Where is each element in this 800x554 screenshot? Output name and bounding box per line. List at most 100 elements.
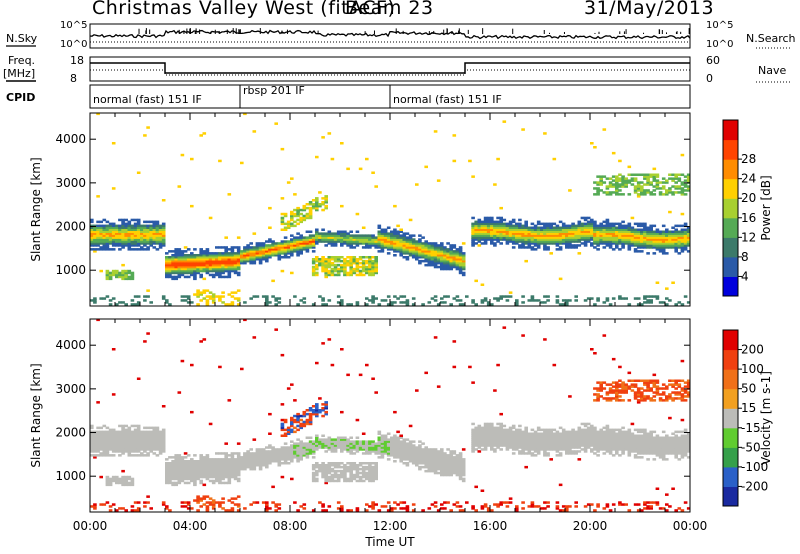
heatmap-cell — [102, 438, 107, 441]
heatmap-cell — [277, 507, 282, 510]
heatmap-cell — [108, 483, 113, 487]
heatmap-cell — [149, 440, 153, 443]
heatmap-cell — [330, 256, 335, 259]
heatmap-cell — [315, 438, 319, 441]
heatmap-cell — [458, 458, 463, 461]
heatmap-cell — [402, 234, 407, 237]
heatmap-cell — [443, 295, 447, 298]
heatmap-cell — [418, 238, 422, 241]
heatmap-cell — [386, 442, 391, 445]
heatmap-cell — [271, 460, 275, 463]
heatmap-cell — [199, 462, 203, 465]
heatmap-cell — [502, 120, 507, 123]
heatmap-cell — [655, 281, 660, 284]
heatmap-cell — [302, 240, 307, 243]
heatmap-cell — [302, 424, 307, 428]
heatmap-cell — [596, 224, 600, 228]
heatmap-cell — [233, 458, 238, 461]
heatmap-cell — [558, 234, 563, 237]
heatmap-cell — [611, 179, 616, 182]
heatmap-cell — [615, 236, 619, 239]
heatmap-cell — [321, 234, 325, 237]
heatmap-cell — [149, 436, 153, 439]
heatmap-cell — [268, 507, 272, 510]
heatmap-cell — [474, 430, 478, 434]
heatmap-cell — [605, 218, 610, 222]
heatmap-cell — [177, 479, 182, 483]
heatmap-cell — [474, 485, 478, 489]
heatmap-cell — [371, 269, 375, 273]
heatmap-cell — [130, 230, 135, 233]
heatmap-cell — [499, 228, 503, 231]
heatmap-cell — [377, 438, 382, 441]
heatmap-cell — [424, 256, 428, 259]
heatmap-cell — [315, 469, 319, 473]
heatmap-cell — [474, 432, 478, 435]
heatmap-cell — [224, 460, 228, 463]
heatmap-cell — [233, 477, 238, 481]
heatmap-cell — [596, 189, 600, 192]
heatmap-cell — [99, 438, 103, 441]
heatmap-cell — [227, 303, 232, 306]
heatmap-cell — [352, 452, 357, 455]
heatmap-cell — [374, 269, 378, 273]
heatmap-cell — [155, 432, 160, 435]
heatmap-cell — [483, 434, 488, 437]
heatmap-cell — [486, 236, 491, 239]
heatmap-cell — [436, 252, 441, 255]
heatmap-cell — [340, 462, 344, 465]
heatmap-cell — [140, 228, 144, 231]
heatmap-cell — [168, 271, 172, 275]
heatmap-cell — [643, 177, 647, 180]
heatmap-cell — [90, 236, 94, 239]
heatmap-cell — [683, 238, 688, 241]
heatmap-cell — [165, 481, 169, 485]
heatmap-cell — [349, 452, 353, 455]
heatmap-cell — [221, 471, 225, 475]
heatmap-cell — [443, 259, 447, 263]
heatmap-cell — [218, 467, 222, 471]
heatmap-cell — [93, 505, 97, 508]
heatmap-cell — [158, 450, 163, 453]
heatmap-cell — [421, 242, 425, 245]
heatmap-cell — [518, 232, 522, 235]
heatmap-cell — [105, 230, 110, 233]
heatmap-cell — [93, 244, 97, 247]
heatmap-cell — [496, 230, 500, 233]
heatmap-cell — [236, 254, 241, 257]
heatmap-cell — [380, 444, 385, 447]
heatmap-cell — [290, 254, 294, 257]
heatmap-cell — [199, 473, 203, 477]
heatmap-cell — [118, 434, 122, 437]
heatmap-cell — [265, 244, 269, 247]
heatmap-cell — [568, 236, 572, 239]
heatmap-cell — [593, 236, 597, 239]
heatmap-cell — [183, 254, 188, 257]
heatmap-cell — [493, 430, 497, 434]
heatmap-cell — [296, 438, 300, 441]
heatmap-cell — [477, 434, 482, 437]
heatmap-cell — [177, 460, 182, 463]
heatmap-cell — [299, 452, 303, 455]
heatmap-cell — [265, 295, 269, 298]
heatmap-cell — [449, 460, 453, 463]
heatmap-cell — [518, 434, 522, 437]
heatmap-cell — [493, 242, 497, 245]
heatmap-cell — [168, 263, 172, 267]
heatmap-cell — [196, 293, 200, 296]
heatmap-cell — [152, 440, 157, 443]
heatmap-cell — [118, 440, 122, 443]
heatmap-cell — [477, 440, 482, 443]
heatmap-cell — [596, 248, 600, 251]
heatmap-cell — [474, 230, 478, 233]
heatmap-cell — [383, 450, 388, 453]
heatmap-cell — [136, 448, 141, 451]
heatmap-cell — [524, 224, 528, 228]
heatmap-cell — [93, 248, 97, 251]
heatmap-cell — [490, 240, 494, 243]
heatmap-cell — [155, 224, 160, 228]
heatmap-cell — [302, 206, 307, 210]
heatmap-cell — [361, 475, 366, 479]
heatmap-cell — [446, 242, 450, 245]
heatmap-cell — [649, 301, 653, 304]
